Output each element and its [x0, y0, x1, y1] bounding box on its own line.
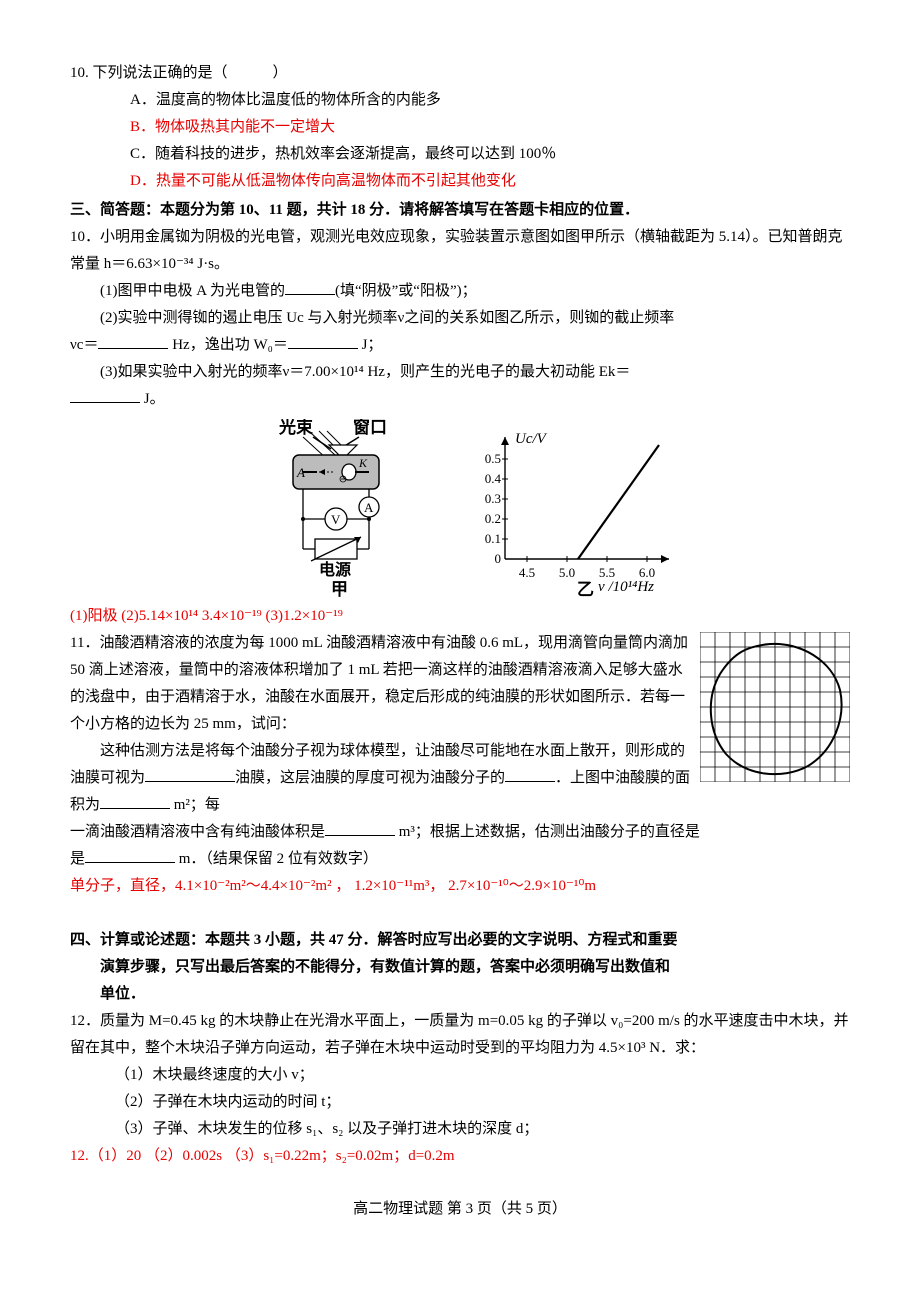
blank: [98, 333, 168, 349]
source-label: 电源: [319, 560, 351, 579]
beam-label: 光束: [278, 419, 313, 437]
section4-heading: 四、计算或论述题：本题共 3 小题，共 47 分．解答时应写出必要的文字说明、方…: [70, 927, 850, 1008]
circuit-diagram: 光束 窗口 A K A: [231, 419, 431, 599]
q10a-optB: B．物体吸热其内能不一定增大: [70, 114, 850, 141]
blank: [325, 820, 395, 836]
q12-p2: （2）子弹在木块内运动的时间 t；: [70, 1089, 850, 1116]
q11-s3a: 一滴油酸酒精溶液中含有纯油酸体积是: [70, 824, 325, 840]
q10-part2: (2)实验中测得铷的遏止电压 Uc 与入射光频率ν之间的关系如图乙所示，则铷的截…: [70, 305, 850, 332]
q11-s3b: m³；根据上述数据，估测出油酸分子的直径是: [395, 824, 700, 840]
electrode-K: K: [358, 456, 368, 470]
q10-p2a: (2)实验中测得铷的遏止电压 Uc 与入射光频率ν之间的关系如图乙所示，则铷的截…: [100, 310, 674, 326]
q10-p2b-prefix: νc＝: [70, 337, 98, 353]
s4-l2: 演算步骤，只写出最后答案的不能得分，有数值计算的题，答案中必须明确写出数值和: [70, 954, 850, 981]
q11-stem3: 一滴油酸酒精溶液中含有纯油酸体积是 m³；根据上述数据，估测出油酸分子的直径是: [70, 819, 850, 846]
q11-s3c: m．（结果保留 2 位有效数字）: [175, 851, 378, 867]
caption-left: 甲: [331, 580, 348, 599]
blank: [100, 793, 170, 809]
q10-p2b-suffix: J；: [358, 337, 383, 353]
ytick-4: 0.4: [485, 471, 502, 486]
q10-part2b: νc＝ Hz，逸出功 W₀＝ J；: [70, 332, 850, 359]
oil-film-grid: [700, 632, 850, 782]
blank: [285, 279, 335, 295]
xtick-3: 6.0: [639, 565, 655, 580]
xtick-2: 5.5: [599, 565, 615, 580]
uc-v-graph: 0 0.1 0.2 0.3 0.4 0.5 4.5 5.0 5.5 6.0: [459, 419, 689, 599]
q10-stem: 10．小明用金属铷为阴极的光电管，观测光电效应现象，实验装置示意图如图甲所示（横…: [70, 224, 850, 278]
blank: [145, 766, 235, 782]
section3-heading: 三、简答题：本题分为第 10、11 题，共计 18 分．请将解答填写在答题卡相应…: [70, 197, 850, 224]
xlabel: ν /10¹⁴Hz: [598, 579, 654, 595]
ammeter-label: A: [364, 500, 374, 515]
q11-s2b: 油膜，这层油膜的厚度可视为油酸分子的: [235, 770, 505, 786]
ylabel: Uc/V: [515, 431, 548, 447]
q10a-optA: A．温度高的物体比温度低的物体所含的内能多: [70, 87, 850, 114]
q10-diagrams: 光束 窗口 A K A: [70, 419, 850, 599]
q12-answer: 12.（1）20 （2）0.002s （3）s₁=0.22m；s₂=0.02m；…: [70, 1143, 850, 1170]
q10-part3b: J。: [70, 386, 850, 413]
blank: [85, 847, 175, 863]
electrode-A: A: [296, 465, 305, 480]
q10-p1b: (填“阴极”或“阳极”)；: [335, 283, 477, 299]
voltmeter-label: V: [331, 512, 341, 527]
q10-p2b-mid: Hz，逸出功 W₀＝: [168, 337, 287, 353]
q11-stem: 11．油酸酒精溶液的浓度为每 1000 mL 油酸酒精溶液中有油酸 0.6 mL…: [70, 630, 692, 738]
q11-s3b-cont: 是: [70, 851, 85, 867]
caption-right: 乙: [577, 580, 594, 599]
s4-l3: 单位．: [70, 981, 850, 1008]
ytick-3: 0.3: [485, 491, 501, 506]
q11-stem2: 这种估测方法是将每个油酸分子视为球体模型，让油酸尽可能地在水面上散开，则形成的油…: [70, 738, 692, 819]
q10a-optC: C．随着科技的进步，热机效率会逐渐提高，最终可以达到 100％: [70, 141, 850, 168]
q10a-stem: 10. 下列说法正确的是（ ）: [70, 60, 850, 87]
q10-part3: (3)如果实验中入射光的频率ν＝7.00×10¹⁴ Hz，则产生的光电子的最大初…: [70, 359, 850, 386]
ytick-2: 0.2: [485, 511, 501, 526]
blank: [70, 387, 140, 403]
q11-answer: 单分子，直径，4.1×10⁻²m²～4.4×10⁻²m² ， 1.2×10⁻¹¹…: [70, 873, 850, 900]
ytick-1: 0.1: [485, 531, 501, 546]
ytick-0: 0: [495, 551, 502, 566]
ytick-5: 0.5: [485, 451, 501, 466]
page-footer: 高二物理试题 第 3 页（共 5 页）: [70, 1196, 850, 1223]
q11-stem3b-line: 是 m．（结果保留 2 位有效数字）: [70, 846, 850, 873]
blank: [505, 766, 555, 782]
xtick-0: 4.5: [519, 565, 535, 580]
window-label: 窗口: [353, 419, 387, 437]
q10-answer: (1)阳极 (2)5.14×10¹⁴ 3.4×10⁻¹⁹ (3)1.2×10⁻¹…: [70, 603, 850, 630]
q10-p3a: (3)如果实验中入射光的频率ν＝7.00×10¹⁴ Hz，则产生的光电子的最大初…: [100, 364, 630, 380]
s4-l1: 四、计算或论述题：本题共 3 小题，共 47 分．解答时应写出必要的文字说明、方…: [70, 927, 850, 954]
q12-stem: 12．质量为 M=0.45 kg 的木块静止在光滑水平面上，一质量为 m=0.0…: [70, 1008, 850, 1062]
xtick-1: 5.0: [559, 565, 575, 580]
q10-p1a: (1)图甲中电极 A 为光电管的: [100, 283, 285, 299]
blank: [288, 333, 358, 349]
q10-p3b-suffix: J。: [140, 391, 165, 407]
q12-p3: （3）子弹、木块发生的位移 s₁、s₂ 以及子弹打进木块的深度 d；: [70, 1116, 850, 1143]
q10-part1: (1)图甲中电极 A 为光电管的 (填“阴极”或“阳极”)；: [70, 278, 850, 305]
q12-p1: （1）木块最终速度的大小 v；: [70, 1062, 850, 1089]
q11-s2d: m²；每: [170, 797, 220, 813]
q10a-optD: D．热量不可能从低温物体传向高温物体而不引起其他变化: [70, 168, 850, 195]
